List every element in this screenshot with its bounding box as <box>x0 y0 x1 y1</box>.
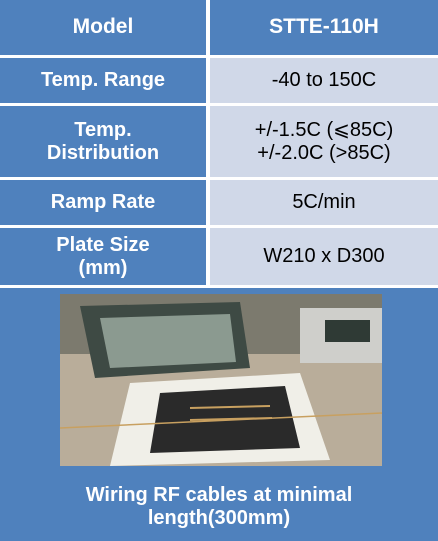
cable <box>189 417 273 421</box>
text-line: Distribution <box>46 141 160 164</box>
text-line: W210 x D300 <box>263 245 385 267</box>
photo-section: Wiring RF cables at minimal length(300mm) <box>0 288 438 541</box>
row-label: Plate Size (mm) <box>0 228 206 285</box>
text-line: (mm) <box>78 256 128 279</box>
cable <box>189 405 271 409</box>
row-value: -40 to 150C <box>210 58 438 103</box>
row-value: +/-1.5C (⩽85C) +/-2.0C (>85C) <box>210 106 438 177</box>
text-line: +/-2.0C (>85C) <box>257 141 391 164</box>
header-cell: STTE-110H <box>210 0 438 55</box>
header-cell: Model <box>0 0 206 55</box>
caption: Wiring RF cables at minimal length(300mm) <box>0 484 438 530</box>
text-line: length(300mm) <box>147 507 291 529</box>
row-label: Ramp Rate <box>0 180 206 225</box>
row-value: W210 x D300 <box>210 228 438 285</box>
text-line: Ramp Rate <box>50 191 156 213</box>
text-line: Model <box>72 15 134 39</box>
cable <box>59 412 383 429</box>
chamber-window <box>100 314 236 368</box>
text-line: STTE-110H <box>269 15 379 39</box>
row-label: Temp. Distribution <box>0 106 206 177</box>
text-line: +/-1.5C (⩽85C) <box>254 118 394 141</box>
text-line: 5C/min <box>292 191 356 213</box>
text-line: Wiring RF cables at minimal <box>85 484 353 506</box>
text-line: -40 to 150C <box>271 69 377 91</box>
instrument-screen <box>325 320 370 342</box>
row-value: 5C/min <box>210 180 438 225</box>
text-line: Temp. <box>74 118 132 141</box>
text-line: Temp. Range <box>40 69 166 91</box>
photo <box>59 294 383 466</box>
text-line: Plate Size <box>56 233 150 256</box>
row-label: Temp. Range <box>0 58 206 103</box>
